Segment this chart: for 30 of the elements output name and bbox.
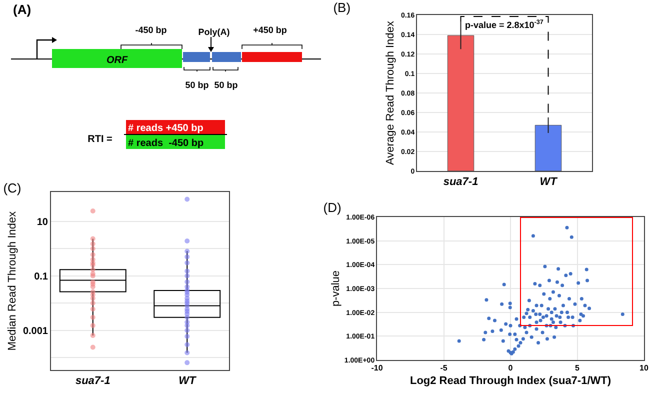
text: 50 bp — [185, 80, 210, 90]
text: +450 bp — [253, 25, 288, 35]
x-tick-label: -10 — [371, 364, 384, 373]
x-tick-label: 5 — [575, 364, 580, 373]
text: # reads +450 bp — [128, 123, 204, 134]
text: # reads -450 bp — [128, 138, 204, 149]
annotation: p-value = 2.8x10$^{-37}$ — [465, 19, 544, 30]
text: (A) — [13, 2, 32, 17]
x-tick-label: WT — [540, 176, 558, 188]
x-tick-label: sua7-1 — [443, 176, 478, 188]
chart-title: (B) — [333, 0, 351, 16]
x-tick-label: -5 — [440, 364, 448, 373]
text: RTI = — [88, 134, 113, 145]
x-tick-label: WT — [178, 375, 197, 388]
text: 50 bp — [214, 80, 238, 90]
y-tick-label: 0.001 — [22, 326, 48, 337]
y-tick-label: 10 — [36, 216, 48, 228]
x-tick-label: sua7-1 — [75, 375, 110, 388]
text: Poly(A) — [198, 27, 230, 37]
y-axis-title: Median Read Through Index — [6, 210, 19, 351]
y-axis-title: p-value — [330, 270, 342, 307]
y-tick-label: 0.1 — [34, 271, 48, 282]
text: -450 bp — [135, 25, 168, 35]
x-tick-label: 10 — [640, 364, 649, 373]
chart-title: (C) — [3, 180, 22, 196]
x-tick-label: 0 — [508, 364, 514, 373]
text: ORF — [106, 55, 128, 66]
y-axis-title: Average Read Through Index — [384, 20, 397, 165]
x-axis-title: Log2 Read Through Index (sua7-1/WT) — [410, 374, 612, 387]
chart-title: (D) — [323, 200, 342, 216]
